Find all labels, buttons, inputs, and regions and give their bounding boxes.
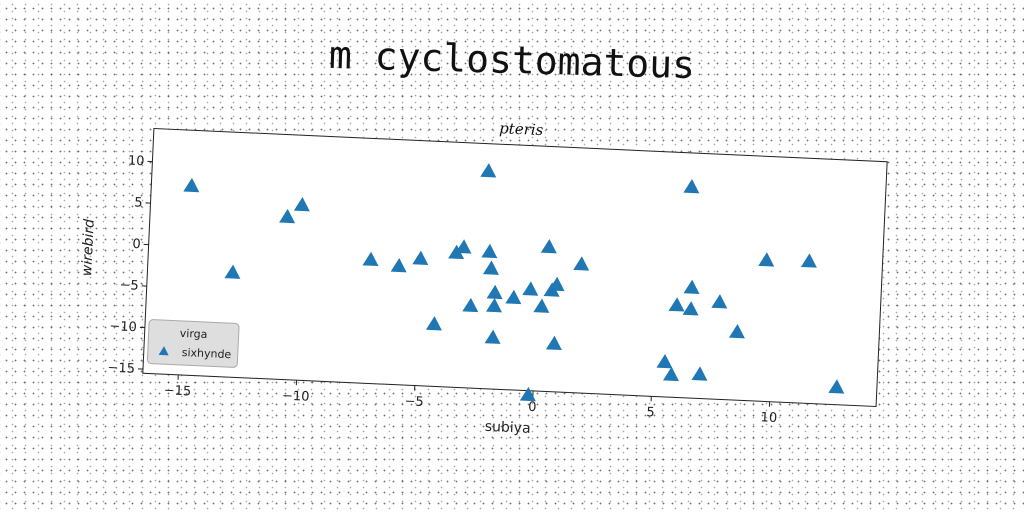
y-tick-label: −10 xyxy=(109,319,137,335)
y-tick-label: 0 xyxy=(132,237,141,252)
data-point xyxy=(425,316,442,331)
data-point xyxy=(683,279,700,294)
legend-title: virga xyxy=(180,327,208,341)
data-point xyxy=(293,197,310,212)
data-markers xyxy=(183,163,845,402)
data-point xyxy=(462,297,479,313)
data-point xyxy=(533,298,550,313)
data-point xyxy=(279,208,296,224)
data-point xyxy=(362,251,379,267)
axes-frame xyxy=(142,127,888,408)
data-point xyxy=(573,256,590,271)
legend-marker xyxy=(158,346,169,356)
data-point xyxy=(390,257,407,273)
data-point xyxy=(486,298,502,313)
y-tick-label: 5 xyxy=(134,195,143,210)
data-point xyxy=(545,335,562,351)
data-point xyxy=(663,366,679,382)
data-point xyxy=(668,297,685,312)
y-tick-label: 10 xyxy=(128,154,145,170)
x-tick-label: 0 xyxy=(528,400,537,415)
y-tick-label: −5 xyxy=(119,278,139,294)
x-tick-label: 10 xyxy=(760,410,777,426)
data-point xyxy=(682,301,699,316)
data-point xyxy=(505,289,522,305)
x-tick-label: 5 xyxy=(646,405,655,420)
y-axis: −15 −10 −5 0 5 10 xyxy=(107,154,153,377)
data-point xyxy=(481,243,498,259)
data-point xyxy=(522,281,539,296)
data-point xyxy=(800,253,817,268)
data-point xyxy=(486,284,503,300)
x-tick-label: −15 xyxy=(163,383,191,399)
data-point xyxy=(519,386,536,402)
data-point xyxy=(183,177,200,193)
data-point xyxy=(683,178,700,194)
y-axis-label: wirebird xyxy=(79,219,98,277)
data-point xyxy=(828,379,845,394)
x-tick-label: −10 xyxy=(282,389,310,405)
data-point xyxy=(482,260,499,275)
data-point xyxy=(484,329,501,344)
legend-box xyxy=(146,319,240,368)
data-point xyxy=(691,366,708,381)
data-point xyxy=(728,324,745,339)
x-axis-label: subiya xyxy=(484,419,530,437)
legend-entry-label: sixhynde xyxy=(181,346,231,361)
data-point xyxy=(711,294,728,309)
x-axis: −15 −10 −5 0 5 10 xyxy=(163,374,777,426)
data-point xyxy=(224,264,241,279)
legend: virga sixhynde xyxy=(146,319,240,368)
chart-title: pteris xyxy=(499,119,544,139)
data-point xyxy=(455,239,472,254)
data-point xyxy=(412,250,429,265)
x-tick-label: −5 xyxy=(404,394,424,410)
data-point xyxy=(540,239,557,254)
data-point xyxy=(480,163,497,178)
y-tick-label: −15 xyxy=(107,360,135,376)
data-point xyxy=(548,276,565,292)
data-point xyxy=(758,252,775,267)
data-point xyxy=(656,354,673,369)
